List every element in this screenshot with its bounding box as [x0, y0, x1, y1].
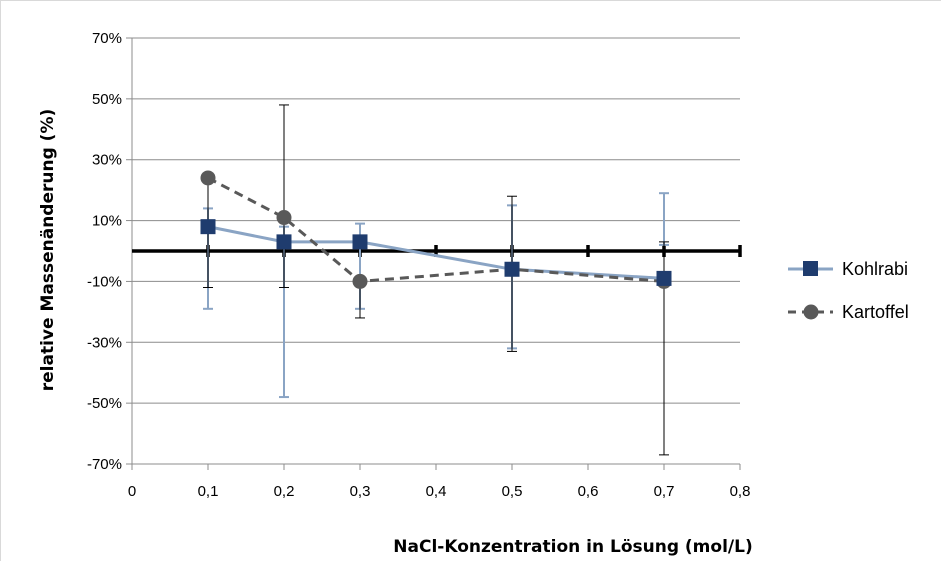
legend-marker-kartoffel: [803, 304, 819, 320]
legend: Kohlrabi Kartoffel: [788, 259, 909, 322]
y-tick-label: 50%: [92, 91, 122, 108]
x-tick-label: 0: [128, 483, 136, 500]
y-tick-label: 10%: [92, 213, 122, 230]
x-tick-label: 0,6: [578, 483, 599, 500]
y-tick-label: -70%: [87, 456, 122, 473]
legend-label-kohlrabi: Kohlrabi: [842, 259, 908, 279]
y-axis-title: relative Massenänderung (%): [38, 109, 58, 391]
x-tick-label: 0,5: [502, 483, 523, 500]
y-tick-label: 30%: [92, 152, 122, 169]
data-point-kohlrabi: [656, 270, 672, 286]
y-tick-label: -30%: [87, 334, 122, 351]
y-tick-label: -10%: [87, 273, 122, 290]
data-point-kohlrabi: [504, 261, 520, 277]
data-point-kartoffel: [352, 273, 368, 289]
y-tick-label: 70%: [92, 30, 122, 47]
x-tick-label: 0,7: [654, 483, 675, 500]
series-markers: [200, 170, 672, 289]
data-point-kohlrabi: [276, 234, 292, 250]
legend-label-kartoffel: Kartoffel: [842, 302, 909, 322]
data-point-kohlrabi: [200, 219, 216, 235]
x-axis-title: NaCl-Konzentration in Lösung (mol/L): [393, 537, 752, 557]
legend-item-kartoffel: Kartoffel: [788, 302, 909, 322]
x-tick-label: 0,8: [730, 483, 751, 500]
gridlines: [132, 37, 740, 465]
x-tick-label: 0,4: [426, 483, 447, 500]
data-point-kohlrabi: [352, 234, 368, 250]
x-tick-label: 0,3: [350, 483, 371, 500]
x-tick-label: 0,1: [198, 483, 219, 500]
tick-labels: 70% 50% 30% 10% -10% -30% -50% -70% 0 0,1 0,2 0,3 0,…: [87, 30, 750, 500]
error-bars: [203, 104, 669, 456]
y-tick-label: -50%: [87, 395, 122, 412]
series-lines: [207, 176, 665, 283]
data-point-kartoffel: [200, 170, 216, 186]
legend-item-kohlrabi: Kohlrabi: [788, 259, 908, 279]
x-tick-label: 0,2: [274, 483, 295, 500]
legend-marker-kohlrabi: [803, 261, 818, 276]
series-line-kartoffel: [207, 176, 665, 283]
data-point-kartoffel: [276, 210, 292, 226]
